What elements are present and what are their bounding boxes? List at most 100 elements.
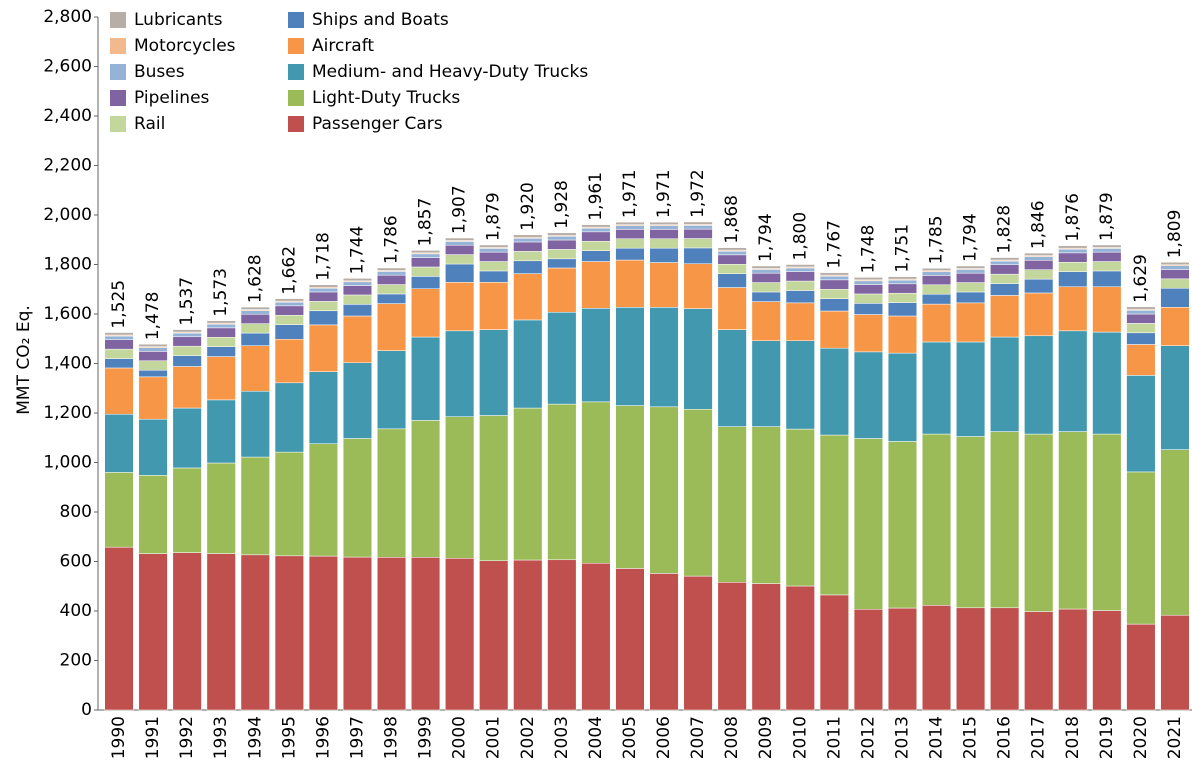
bar-segment — [479, 560, 509, 711]
bar-segment — [274, 451, 304, 557]
bar-segment — [990, 607, 1020, 711]
bar-segment — [479, 282, 509, 330]
bar-segment — [513, 273, 543, 321]
bar-segment — [1024, 260, 1054, 270]
bar-segment — [990, 283, 1020, 296]
bar-segment — [138, 376, 168, 420]
bar-segment — [308, 371, 338, 444]
bar-segment — [513, 241, 543, 252]
bar-segment — [887, 283, 918, 294]
bar-segment — [1058, 286, 1088, 332]
bar-segment — [683, 263, 713, 309]
bar-segment — [1092, 610, 1122, 711]
bar-segment — [819, 275, 849, 281]
x-tick-label: 2016 — [995, 716, 1015, 759]
y-tick-label: 2,400 — [43, 106, 92, 126]
bar-segment — [615, 405, 645, 569]
bar-segment — [547, 312, 577, 405]
bar-segment — [785, 340, 815, 430]
total-label: 1,961 — [586, 172, 606, 221]
bar-segment — [547, 559, 577, 711]
bar-segment — [819, 289, 849, 299]
legend-swatch — [288, 116, 304, 132]
bar-segment — [240, 554, 270, 711]
bar-segment — [581, 562, 611, 711]
bar-segment — [1092, 433, 1122, 611]
bar-segment — [172, 345, 202, 356]
bar-segment — [751, 301, 781, 341]
bar-segment — [1024, 292, 1054, 337]
bar-segment — [615, 229, 645, 240]
x-tick-label: 2000 — [450, 716, 470, 759]
bar-segment — [853, 609, 883, 711]
bar-segment — [1160, 307, 1190, 346]
bar-segment — [172, 336, 202, 347]
bar-segment — [683, 409, 713, 577]
bar-segment — [956, 436, 986, 609]
total-label: 1,857 — [416, 198, 436, 247]
x-tick-label: 1997 — [347, 716, 367, 759]
bar-segment — [206, 323, 236, 329]
bar-segment — [853, 303, 883, 315]
bar-segment — [138, 475, 168, 554]
bar-segment — [990, 295, 1020, 338]
bar-segment — [342, 281, 373, 286]
total-label: 1,971 — [654, 170, 674, 219]
bar-segment — [1126, 375, 1156, 473]
bar-segment — [513, 407, 543, 561]
total-label: 1,794 — [961, 213, 981, 262]
total-label: 1,478 — [143, 292, 163, 341]
bar-segment — [751, 340, 781, 427]
total-label: 1,809 — [1165, 210, 1185, 259]
y-tick-label: 1,600 — [43, 304, 92, 324]
bar-segment — [751, 282, 781, 293]
x-tick-label: 2005 — [620, 716, 640, 759]
bar-segment — [104, 335, 134, 340]
bar-segment — [547, 258, 577, 269]
bar-segment — [240, 310, 270, 315]
bar-segment — [342, 304, 373, 317]
bar-segment — [1092, 261, 1122, 272]
bar-segment — [206, 399, 236, 464]
x-tick-label: 1990 — [109, 716, 129, 759]
bar-segment — [785, 290, 815, 304]
bar-segment — [342, 438, 373, 558]
bar-segment — [581, 250, 611, 262]
bar-segment — [887, 315, 918, 354]
bar-segment — [513, 251, 543, 262]
bar-segment — [411, 250, 441, 254]
total-label: 1,718 — [313, 232, 333, 281]
bar-segment — [649, 307, 679, 408]
bar-segment — [1092, 331, 1122, 435]
x-tick-label: 2020 — [1131, 716, 1151, 759]
x-tick-label: 2012 — [858, 716, 878, 759]
bar-segment — [411, 266, 441, 277]
legend-swatch — [288, 38, 304, 54]
x-tick-label: 2013 — [892, 716, 912, 759]
bar-segment — [206, 462, 236, 554]
total-label: 1,748 — [858, 225, 878, 274]
bar-segment — [1160, 278, 1190, 289]
total-label: 1,879 — [484, 192, 504, 241]
bar-segment — [274, 314, 304, 325]
bar-segment — [172, 552, 202, 711]
bar-segment — [819, 298, 849, 312]
bar-segment — [581, 231, 611, 242]
bar-segment — [1126, 306, 1156, 310]
bar-segment — [615, 225, 645, 230]
bar-segment — [1024, 433, 1054, 612]
bar-segment — [853, 277, 883, 281]
total-label: 1,628 — [245, 254, 265, 303]
bar-segment — [1024, 335, 1054, 435]
legend-label: Lubricants — [134, 10, 223, 30]
bar-segment — [581, 401, 611, 564]
bar-segment — [274, 555, 304, 711]
bar-segment — [104, 546, 134, 711]
x-tick-label: 1991 — [143, 716, 163, 759]
bar-segment — [683, 225, 713, 230]
y-tick-label: 400 — [60, 601, 92, 621]
bar-segment — [751, 272, 781, 283]
bar-segment — [172, 332, 202, 338]
bar-segment — [751, 269, 781, 274]
bar-segment — [206, 356, 236, 401]
